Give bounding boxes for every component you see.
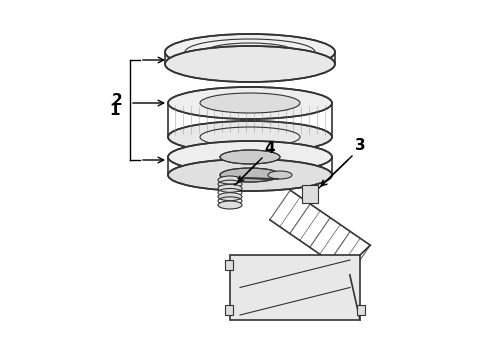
Text: 2: 2 [111, 93, 122, 108]
Ellipse shape [165, 46, 335, 82]
Ellipse shape [220, 150, 280, 164]
Ellipse shape [165, 34, 335, 70]
Bar [230, 255, 360, 320]
Ellipse shape [200, 93, 300, 113]
Ellipse shape [168, 159, 332, 191]
Bar [225, 305, 233, 315]
Ellipse shape [218, 184, 242, 192]
Text: 1: 1 [109, 103, 120, 117]
Ellipse shape [268, 171, 292, 179]
Ellipse shape [168, 141, 332, 173]
Bar [302, 185, 318, 203]
Ellipse shape [240, 49, 260, 55]
Bar [225, 260, 233, 270]
Ellipse shape [220, 168, 280, 182]
Text: 4: 4 [264, 141, 274, 156]
Bar [357, 305, 365, 315]
Ellipse shape [218, 201, 242, 209]
Ellipse shape [168, 121, 332, 153]
Ellipse shape [218, 176, 242, 184]
Ellipse shape [168, 87, 332, 119]
Text: 3: 3 [355, 138, 366, 153]
Ellipse shape [218, 193, 242, 201]
